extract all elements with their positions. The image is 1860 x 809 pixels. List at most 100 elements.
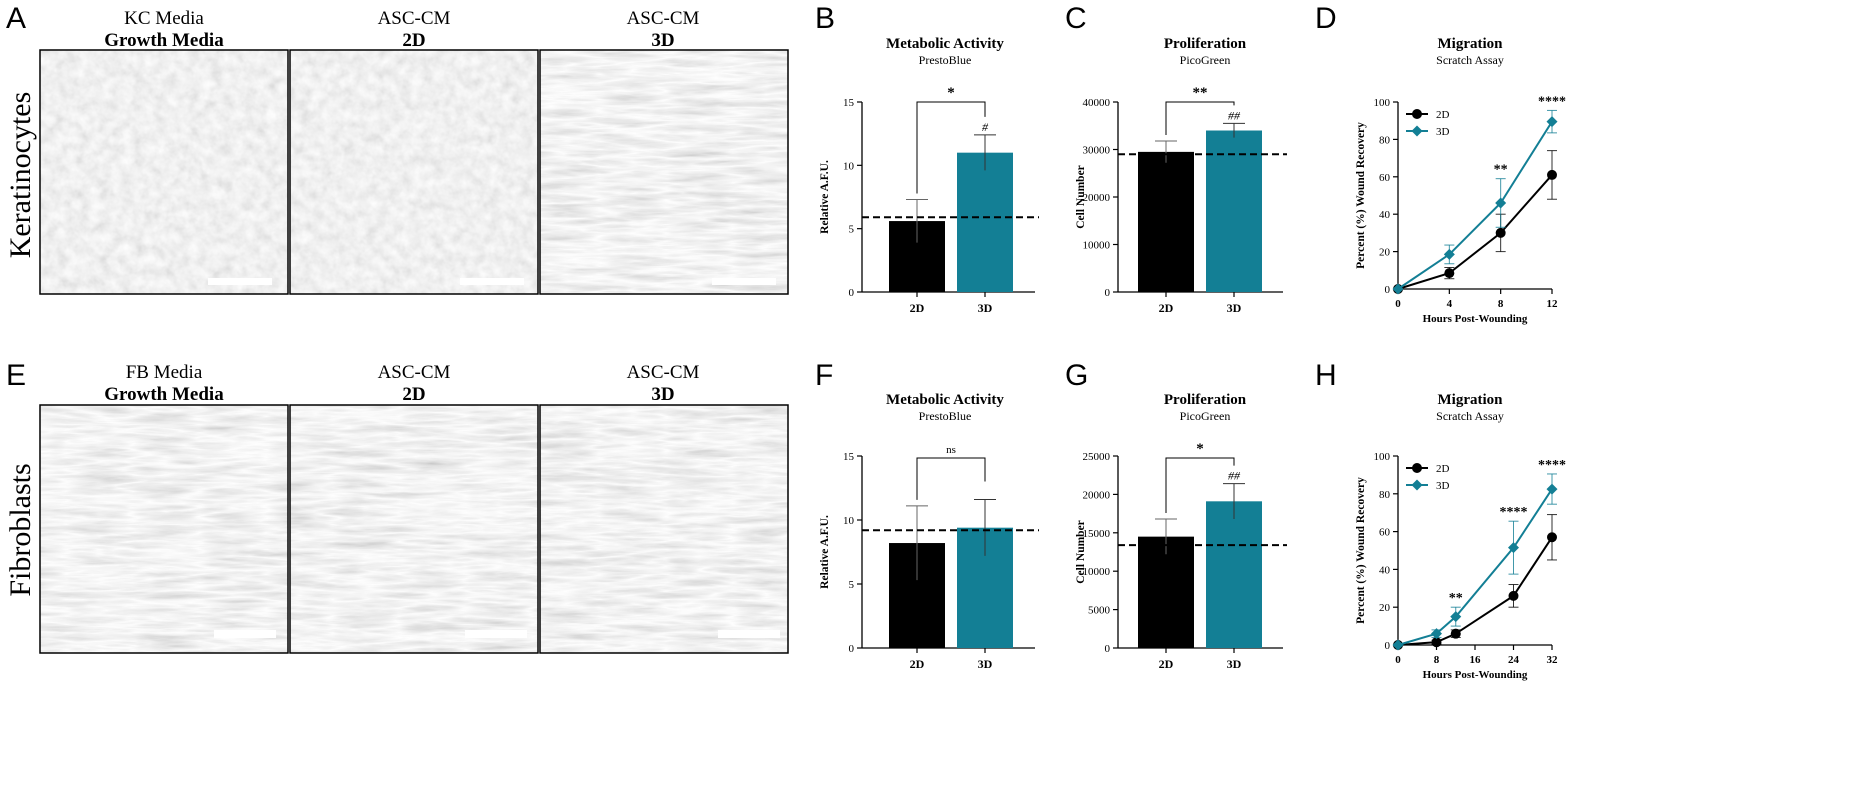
row-label-keratinocytes: Keratinocytes (4, 92, 37, 259)
y-tick-label: 0 (1385, 640, 1391, 652)
significance-bracket (1165, 101, 1235, 135)
data-point-3d (1495, 197, 1507, 209)
y-axis-label: Cell Number (1075, 520, 1087, 584)
x-tick-label: 0 (1395, 654, 1401, 666)
micrograph-fibroblasts-3d (539, 404, 789, 654)
y-tick-label: 5 (849, 579, 855, 591)
x-tick-label: 0 (1395, 298, 1401, 310)
x-tick-label: 3D (1227, 657, 1242, 671)
x-tick-label: 32 (1547, 654, 1559, 666)
panel-letter-c: C (1065, 2, 1087, 35)
scale-bar (214, 630, 276, 638)
data-point-2d (1431, 637, 1442, 648)
chart-subtitle: PicoGreen (1180, 409, 1231, 423)
micrograph-fibroblasts-2d (289, 404, 539, 654)
y-tick-label: 15 (843, 451, 855, 463)
over-bar-marker: ## (1228, 108, 1241, 122)
over-bar-marker: # (982, 120, 989, 134)
bar-3d (957, 152, 1013, 292)
significance-bracket (916, 457, 986, 500)
significance-bracket (916, 101, 986, 194)
data-point-3d (1508, 542, 1519, 554)
y-axis-label: Percent (%) Wound Recovery (1355, 122, 1367, 269)
chart-subtitle: Scratch Assay (1436, 409, 1504, 423)
panel-letter-b: B (815, 2, 835, 35)
y-tick-label: 15 (843, 97, 855, 109)
data-point-2d (1444, 268, 1455, 279)
x-tick-label: 2D (1159, 301, 1174, 315)
y-tick-label: 20 (1379, 602, 1391, 614)
micrograph-caption-2d: ASC-CM (378, 8, 451, 29)
legend-label: 2D (1436, 109, 1450, 121)
data-point-3d (1546, 483, 1558, 495)
panel-letter-f: F (815, 359, 833, 392)
x-tick-label: 3D (1227, 301, 1242, 315)
y-tick-label: 25000 (1083, 451, 1111, 463)
y-tick-label: 0 (1105, 287, 1111, 299)
micrograph-caption-kc-sub: Growth Media (104, 30, 224, 51)
x-tick-label: 2D (910, 657, 925, 671)
panel-letter-h: H (1315, 359, 1337, 392)
significance-label: ** (1193, 85, 1208, 101)
micrograph-caption-fb-3d: ASC-CM (627, 362, 700, 383)
micrograph-caption-fb-sub: Growth Media (104, 384, 224, 405)
micrograph-caption-3d: ASC-CM (627, 8, 700, 29)
scale-bar (465, 630, 527, 638)
panel-letter-e: E (6, 359, 26, 392)
y-tick-label: 20 (1379, 247, 1391, 259)
y-tick-label: 10 (843, 160, 855, 172)
data-point-2d (1508, 590, 1519, 601)
y-tick-label: 20000 (1083, 489, 1111, 501)
data-point-3d (1392, 283, 1404, 295)
y-tick-label: 80 (1379, 489, 1391, 501)
significance-label: ns (946, 444, 956, 456)
y-tick-label: 40 (1379, 564, 1391, 576)
legend-marker (1411, 125, 1423, 137)
x-tick-label: 12 (1547, 298, 1559, 310)
chart-subtitle: PrestoBlue (919, 409, 972, 423)
significance-label: **** (1500, 505, 1528, 520)
legend-marker (1412, 463, 1422, 473)
panel-letter-d: D (1315, 2, 1337, 35)
panel-letter-a: A (6, 2, 26, 35)
y-axis-label: Relative A.F.U. (819, 160, 831, 234)
data-point-2d (1547, 169, 1557, 180)
legend-label: 2D (1436, 463, 1450, 475)
significance-label: **** (1538, 94, 1566, 109)
y-axis-label: Relative A.F.U. (819, 515, 831, 589)
y-tick-label: 100 (1374, 97, 1391, 109)
scale-bar (460, 278, 524, 285)
series-line-2d (1397, 174, 1553, 290)
micrograph-caption-3d-sub: 3D (651, 30, 674, 51)
micrograph-caption-2d-sub: 2D (402, 30, 425, 51)
legend-label: 3D (1436, 480, 1450, 492)
micrograph-keratinocytes-growth (39, 49, 289, 295)
data-point-2d (1450, 628, 1461, 639)
micrograph-caption-fb-2d-sub: 2D (402, 384, 425, 405)
bar-2d (1138, 536, 1194, 648)
chart-subtitle: PrestoBlue (919, 53, 972, 67)
x-axis-label: Hours Post-Wounding (1423, 669, 1528, 681)
chart-title: Migration (1438, 36, 1504, 52)
y-tick-label: 0 (849, 643, 855, 655)
x-tick-label: 24 (1508, 654, 1520, 666)
data-point-3d (1546, 116, 1558, 128)
significance-label: * (947, 85, 955, 101)
significance-label: ** (1449, 591, 1463, 606)
micrograph-keratinocytes-3d (539, 49, 789, 295)
y-tick-label: 0 (1385, 284, 1391, 296)
chart-subtitle: Scratch Assay (1436, 53, 1504, 67)
x-tick-label: 2D (910, 301, 925, 315)
panel-letter-g: G (1065, 359, 1088, 392)
series-line-2d (1397, 536, 1553, 646)
data-point-2d (1547, 532, 1557, 543)
micrograph-caption-kc: KC Media (124, 8, 204, 29)
scale-bar (718, 630, 780, 638)
data-point-3d (1443, 248, 1455, 260)
significance-bracket (1165, 457, 1235, 513)
y-tick-label: 15000 (1083, 528, 1111, 540)
